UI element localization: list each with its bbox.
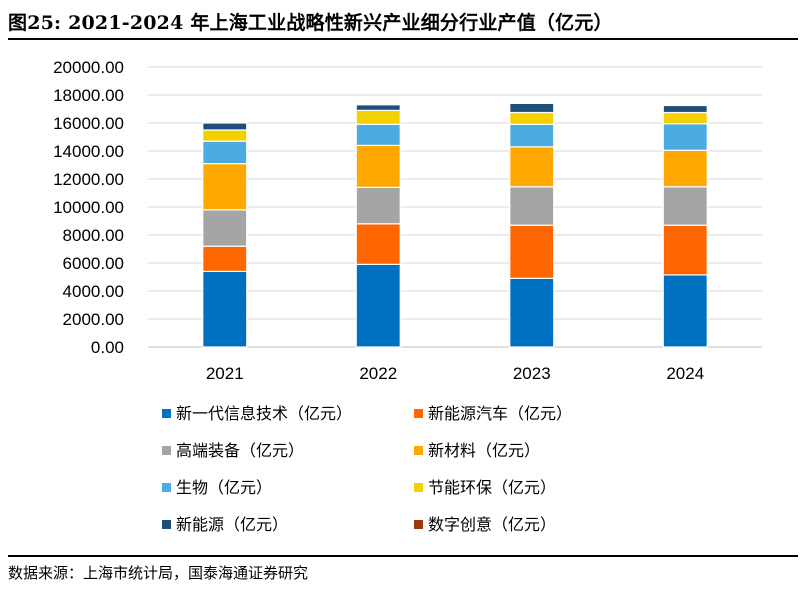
bar-segment	[355, 104, 401, 112]
x-tick-label: 2024	[666, 364, 704, 383]
legend-label: 高端装备（亿元）	[176, 441, 304, 460]
y-tick-label: 6000.00	[63, 254, 124, 273]
bar-segment	[509, 224, 555, 279]
y-tick-label: 20000.00	[53, 58, 124, 77]
bar-segment	[509, 146, 555, 188]
legend-label: 新材料（亿元）	[428, 441, 540, 460]
y-tick-label: 10000.00	[53, 198, 124, 217]
bar-segment	[509, 186, 555, 226]
title-rule	[8, 38, 798, 40]
legend-swatch	[414, 409, 423, 418]
bar-segment	[355, 186, 401, 225]
figure-title: 图25: 2021-2024 年上海工业战略性新兴产业细分行业产值（亿元）	[8, 12, 613, 34]
bar-segment	[202, 245, 248, 272]
bar-segment	[509, 277, 555, 348]
bar-segment	[662, 224, 708, 276]
bar-segment	[662, 186, 708, 226]
bar-segment	[355, 109, 401, 126]
y-tick-label: 4000.00	[63, 282, 124, 301]
legend-swatch	[162, 446, 171, 455]
legend-swatch	[414, 520, 423, 529]
bar-segment	[355, 123, 401, 147]
stacked-bar-chart: 0.00 2000.00 4000.00 6000.00 8000.00 10000.00…	[53, 58, 762, 534]
bar-segment	[202, 162, 248, 211]
y-tick-label: 14000.00	[53, 142, 124, 161]
legend-label: 新能源汽车（亿元）	[428, 404, 572, 423]
bar-segment	[662, 111, 708, 125]
legend-label: 新能源（亿元）	[176, 515, 288, 534]
bar-segment	[509, 102, 555, 114]
legend-label: 节能环保（亿元）	[428, 478, 556, 497]
y-tick-label: 12000.00	[53, 170, 124, 189]
x-tick-label: 2022	[359, 364, 397, 383]
y-tick-label: 18000.00	[53, 86, 124, 105]
legend-swatch	[414, 483, 423, 492]
x-tick-label: 2023	[513, 364, 551, 383]
legend-label: 生物（亿元）	[176, 478, 272, 497]
source-rule	[8, 555, 798, 557]
legend-label: 新一代信息技术（亿元）	[176, 404, 352, 423]
legend-label: 数字创意（亿元）	[428, 515, 556, 534]
bar-segment	[509, 123, 555, 148]
y-tick-label: 16000.00	[53, 114, 124, 133]
bar-segment	[355, 144, 401, 189]
y-tick-label: 8000.00	[63, 226, 124, 245]
bar-segment	[202, 122, 248, 131]
bar-segment	[662, 104, 708, 114]
legend-swatch	[414, 446, 423, 455]
bar-segment	[202, 140, 248, 165]
bar-segment	[662, 149, 708, 188]
legend-swatch	[162, 483, 171, 492]
source-note: 数据来源：上海市统计局，国泰海通证券研究	[8, 564, 309, 582]
bar-segment	[355, 223, 401, 266]
y-tick-label: 0.00	[91, 338, 124, 357]
bar-segment	[202, 129, 248, 142]
x-tick-label: 2021	[206, 364, 244, 383]
bar-segment	[509, 111, 555, 125]
y-tick-label: 2000.00	[63, 310, 124, 329]
bar-segment	[355, 263, 401, 348]
bar-segment	[202, 270, 248, 348]
legend-swatch	[162, 520, 171, 529]
bar-segment	[202, 209, 248, 247]
bar-segment	[662, 123, 708, 151]
legend-swatch	[162, 409, 171, 418]
bar-segment	[662, 274, 708, 348]
